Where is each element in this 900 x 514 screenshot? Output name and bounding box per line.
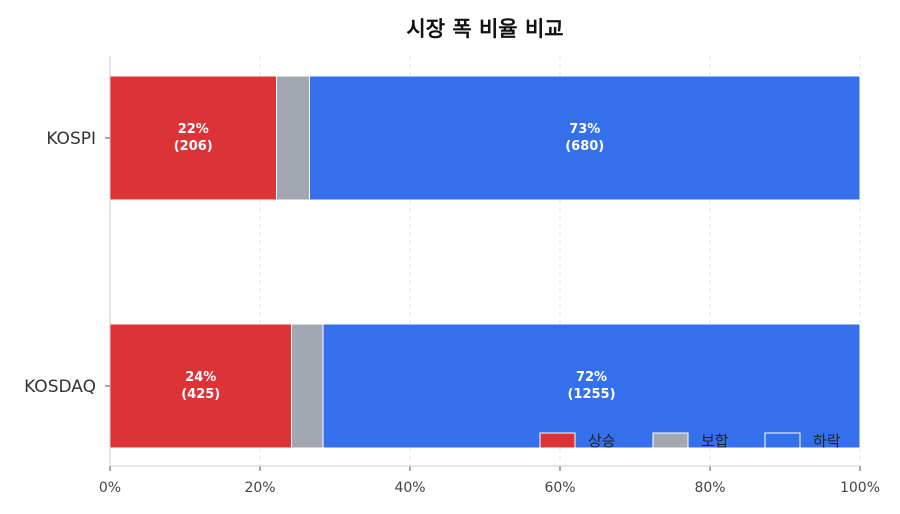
data-label-count: (206) [174, 139, 213, 154]
legend: 상승 보합 하락 [539, 432, 841, 450]
data-label-percent: 22% [178, 122, 209, 137]
data-labels: 22% (206) 73% (680) 24% (425) 72% (1255) [174, 122, 616, 402]
category-label-kospi: KOSPI [46, 129, 96, 149]
data-label-percent: 24% [185, 370, 216, 385]
category-label-kosdaq: KOSDAQ [24, 377, 96, 397]
bars [109, 75, 861, 449]
x-tick-label: 40% [394, 480, 425, 496]
data-label-count: (425) [181, 387, 220, 402]
legend-label: 하락 [813, 432, 841, 450]
legend-label: 상승 [588, 432, 616, 450]
bar-segment [309, 75, 861, 201]
legend-swatch [539, 432, 576, 449]
data-label-count: (680) [565, 139, 604, 154]
data-label-percent: 73% [569, 122, 600, 137]
bar-segment [109, 323, 292, 449]
chart-title: 시장 폭 비율 비교 [406, 17, 563, 41]
data-label-percent: 72% [576, 370, 607, 385]
x-tick-label: 0% [99, 480, 121, 496]
bar-segment [109, 75, 277, 201]
legend-swatch [652, 432, 689, 449]
x-tick-label: 100% [840, 480, 880, 496]
bar-segment [291, 323, 324, 449]
x-tick-label: 60% [544, 480, 575, 496]
data-label-count: (1255) [567, 387, 615, 402]
legend-label: 보합 [701, 432, 729, 450]
x-tick-label: 80% [694, 480, 725, 496]
axes: 0% 20% 40% 60% 80% 100% KOSPI KOSDAQ [24, 56, 880, 496]
legend-swatch [764, 432, 801, 449]
x-tick-label: 20% [244, 480, 275, 496]
bar-segment [276, 75, 310, 201]
bar-segment [322, 323, 861, 449]
